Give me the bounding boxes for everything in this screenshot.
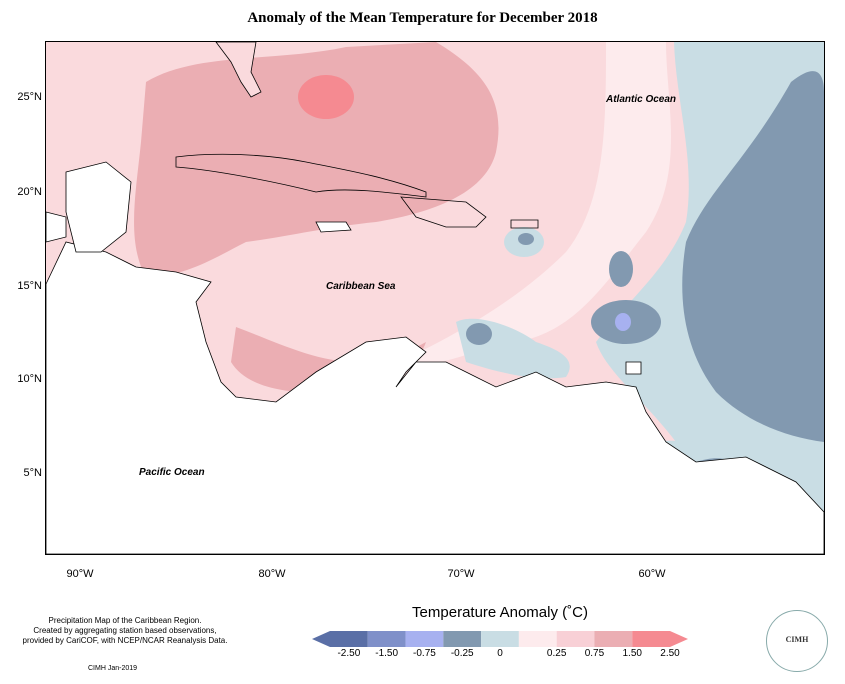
legend-tick-label: -1.50 <box>375 648 399 659</box>
legend-swatch <box>367 631 406 647</box>
credit-line-3: provided by CariCOF, with NCEP/NCAR Rean… <box>22 636 228 645</box>
credit-block: Precipitation Map of the Caribbean Regio… <box>10 616 240 646</box>
legend-tick-label: 0 <box>497 648 503 659</box>
land-hispaniola <box>400 196 487 228</box>
lat-label-5: 5°N <box>23 467 42 479</box>
legend-arrow-low <box>312 631 330 647</box>
lon-label-80: 80°W <box>258 568 286 580</box>
anomaly-blob-curacao-core <box>466 323 492 345</box>
map-panel <box>45 41 825 555</box>
anomaly-hotspot <box>298 75 354 119</box>
anomaly-zone-cold <box>682 71 824 442</box>
legend-swatch <box>556 631 595 647</box>
map-title: Anomaly of the Mean Temperature for Dece… <box>247 10 598 26</box>
legend-swatch <box>405 631 444 647</box>
anomaly-blob-pr-core <box>518 233 534 245</box>
legend-swatch <box>518 631 557 647</box>
legend-swatch <box>330 631 368 647</box>
anomaly-map <box>46 42 824 554</box>
legend-tick-label: -2.50 <box>337 648 361 659</box>
lat-label-25: 25°N <box>17 91 42 103</box>
legend-tick-label: 0.25 <box>546 648 567 659</box>
lon-label-70: 70°W <box>447 568 475 580</box>
legend-tick-label: 0.75 <box>584 648 605 659</box>
credit-line-1: Precipitation Map of the Caribbean Regio… <box>48 616 202 625</box>
legend-tick-label: -0.75 <box>413 648 436 659</box>
legend-title: Temperature Anomaly (˚C) <box>412 604 588 621</box>
legend-tick-label: -0.25 <box>450 648 474 659</box>
anomaly-blob-barbados-core <box>615 313 631 331</box>
legend-swatch <box>443 631 482 647</box>
legend-swatch <box>594 631 633 647</box>
anomaly-zone-warm <box>134 42 499 277</box>
land-mexico <box>46 211 67 243</box>
label-pacific-ocean: Pacific Ocean <box>139 467 205 478</box>
cimh-logo: CIMH <box>766 610 828 672</box>
legend-colorbar <box>312 631 688 647</box>
anomaly-blob-guadeloupe <box>609 251 633 287</box>
lat-label-20: 20°N <box>17 186 42 198</box>
lon-label-60: 60°W <box>638 568 666 580</box>
land-central-south-america <box>46 241 824 554</box>
land-puerto-rico <box>510 219 539 229</box>
cimh-logo-text: CIMH <box>785 635 809 644</box>
legend-tick-label: 2.50 <box>660 648 680 659</box>
land-trinidad <box>625 361 642 375</box>
land-jamaica <box>315 221 352 233</box>
credit-line-2: Created by aggregating station based obs… <box>33 626 217 635</box>
legend-swatch <box>632 631 670 647</box>
label-caribbean-sea: Caribbean Sea <box>326 281 396 292</box>
label-atlantic-ocean: Atlantic Ocean <box>606 94 677 105</box>
land-cuba <box>175 153 427 198</box>
legend-tick-label: 1.50 <box>622 648 642 659</box>
credit-date: CIMH Jan-2019 <box>88 665 138 672</box>
land-florida <box>215 42 262 98</box>
lat-label-10: 10°N <box>17 373 42 385</box>
legend-swatch <box>481 631 519 647</box>
land-yucatan <box>65 161 132 253</box>
legend-arrow-high <box>670 631 688 647</box>
lat-label-15: 15°N <box>17 280 42 292</box>
lon-label-90: 90°W <box>66 568 94 580</box>
anomaly-zone-mild <box>376 42 671 372</box>
